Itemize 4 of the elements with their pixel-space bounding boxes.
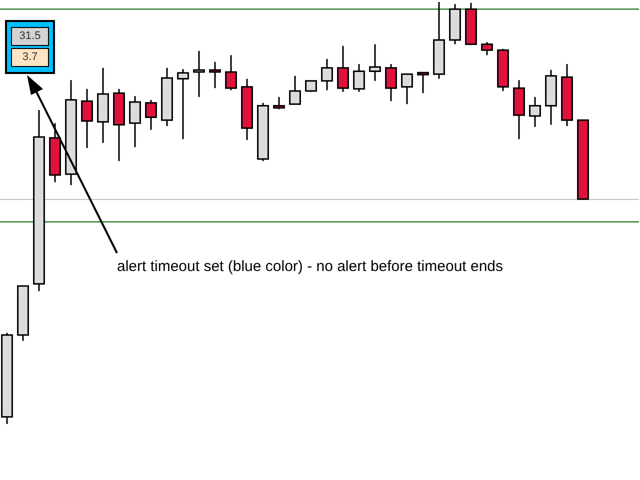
- indicator-panel: 31.5 3.7: [5, 20, 55, 74]
- annotation: 3.7: [11, 48, 49, 67]
- annotation: 31.5: [11, 27, 49, 46]
- annotation: alert timeout set (blue color) - no alert before timeout ends: [117, 258, 504, 275]
